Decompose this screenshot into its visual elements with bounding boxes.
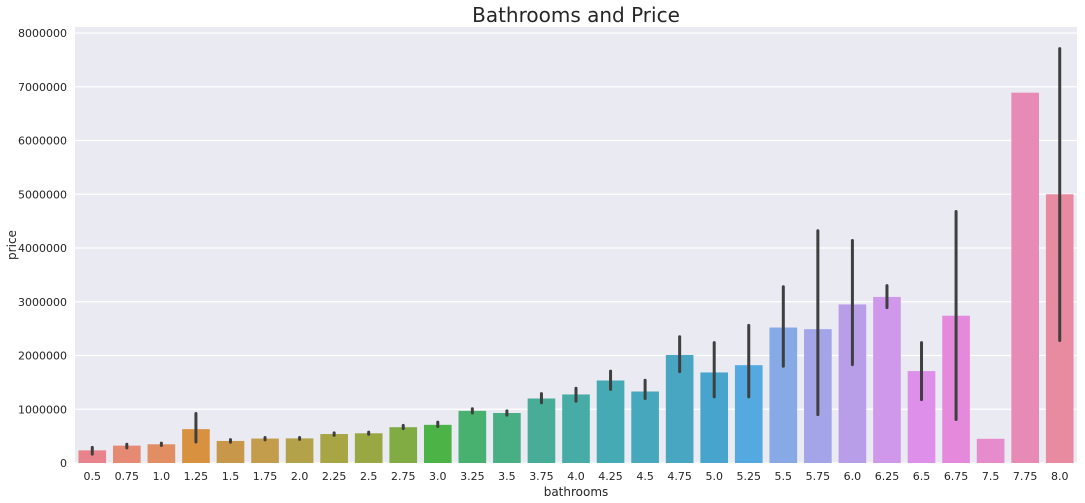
x-tick-label: 4.5	[636, 470, 654, 483]
y-tick-label: 0	[60, 457, 67, 470]
x-tick-label: 5.25	[737, 470, 762, 483]
y-tick-label: 4000000	[18, 242, 67, 255]
y-tick-label: 2000000	[18, 350, 67, 363]
y-tick-label: 7000000	[18, 81, 67, 94]
bar	[389, 427, 418, 463]
bar	[493, 413, 521, 463]
bar	[216, 440, 245, 463]
y-axis-label: price	[5, 230, 19, 260]
x-tick-label: 4.75	[667, 470, 692, 483]
x-tick-label: 2.0	[291, 470, 309, 483]
x-tick-label: 1.0	[153, 470, 171, 483]
x-tick-label: 3.25	[460, 470, 485, 483]
x-tick-label: 4.0	[567, 470, 585, 483]
y-tick-label: 1000000	[18, 403, 67, 416]
x-tick-label: 5.75	[806, 470, 831, 483]
bar	[423, 424, 452, 463]
bar	[631, 391, 659, 463]
x-tick-label: 0.75	[115, 470, 140, 483]
x-axis-label: bathrooms	[544, 485, 609, 499]
x-tick-labels: 0.5 0.75 1.0 1.25 1.5 1.75 2.0 2.25 2.5 2.75 3.0 3.…	[84, 470, 1069, 483]
y-tick-labels: 0 1000000 2000000 3000000 4000000 5000000 6000…	[18, 27, 67, 470]
x-tick-label: 7.75	[1013, 470, 1038, 483]
y-tick-label: 6000000	[18, 135, 67, 148]
bar	[147, 444, 176, 463]
x-tick-label: 3.0	[429, 470, 447, 483]
bar	[458, 410, 487, 463]
bar	[78, 450, 107, 463]
chart-title: Bathrooms and Price	[472, 3, 680, 27]
x-tick-label: 6.75	[944, 470, 969, 483]
bar	[320, 434, 348, 463]
bar	[354, 433, 383, 463]
x-tick-label: 7.5	[982, 470, 1000, 483]
x-tick-label: 1.75	[253, 470, 278, 483]
x-tick-label: 3.75	[529, 470, 554, 483]
x-tick-label: 2.25	[322, 470, 347, 483]
x-tick-label: 3.5	[498, 470, 516, 483]
bar	[251, 438, 279, 463]
x-tick-label: 2.5	[360, 470, 378, 483]
x-tick-label: 4.25	[598, 470, 623, 483]
y-tick-label: 8000000	[18, 27, 67, 40]
bar	[873, 296, 901, 463]
x-tick-label: 6.25	[875, 470, 900, 483]
x-tick-label: 1.25	[184, 470, 209, 483]
x-tick-label: 6.0	[844, 470, 862, 483]
y-tick-label: 5000000	[18, 188, 67, 201]
x-tick-label: 5.5	[775, 470, 793, 483]
x-tick-label: 6.5	[913, 470, 931, 483]
x-tick-label: 8.0	[1051, 470, 1069, 483]
error-bars	[90, 47, 1062, 456]
x-tick-label: 2.75	[391, 470, 416, 483]
x-tick-label: 1.5	[222, 470, 240, 483]
bar	[113, 445, 141, 463]
bar	[1011, 92, 1039, 463]
bar	[976, 438, 1005, 463]
x-tick-label: 5.0	[705, 470, 723, 483]
bar	[562, 394, 590, 463]
y-tick-label: 3000000	[18, 296, 67, 309]
bar	[527, 398, 556, 463]
x-tick-label: 0.5	[84, 470, 102, 483]
bar	[285, 438, 314, 463]
bar	[596, 380, 625, 463]
